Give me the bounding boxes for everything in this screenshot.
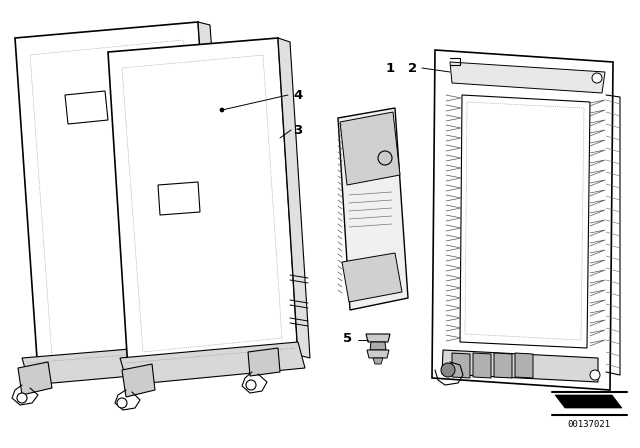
Circle shape [441, 363, 455, 377]
Polygon shape [450, 62, 605, 93]
Polygon shape [494, 353, 512, 378]
Circle shape [117, 398, 127, 408]
Circle shape [378, 151, 392, 165]
Polygon shape [108, 38, 298, 370]
Polygon shape [158, 182, 200, 215]
Polygon shape [18, 362, 52, 395]
Polygon shape [248, 348, 280, 376]
Polygon shape [515, 353, 533, 378]
Circle shape [592, 73, 602, 83]
Circle shape [246, 380, 256, 390]
Polygon shape [342, 253, 402, 302]
Polygon shape [460, 95, 590, 348]
Circle shape [590, 370, 600, 380]
Polygon shape [442, 350, 598, 382]
Polygon shape [367, 350, 389, 358]
Polygon shape [22, 342, 222, 385]
Polygon shape [373, 358, 383, 364]
Text: 4: 4 [293, 89, 303, 102]
Text: 5: 5 [344, 332, 353, 345]
Circle shape [17, 393, 27, 403]
Polygon shape [65, 91, 108, 124]
Text: 3: 3 [293, 124, 303, 137]
Polygon shape [338, 108, 408, 310]
Polygon shape [366, 334, 390, 342]
Polygon shape [555, 395, 622, 408]
Polygon shape [370, 342, 386, 350]
Text: 00137021: 00137021 [568, 419, 611, 428]
Polygon shape [198, 22, 233, 358]
Polygon shape [15, 22, 222, 373]
Polygon shape [473, 353, 491, 378]
Circle shape [220, 108, 224, 112]
Polygon shape [278, 38, 310, 358]
Polygon shape [122, 364, 155, 397]
Polygon shape [432, 50, 613, 390]
Polygon shape [120, 342, 305, 385]
Text: 1: 1 [385, 61, 395, 74]
Text: 2: 2 [408, 61, 417, 74]
Polygon shape [340, 112, 400, 185]
Polygon shape [452, 353, 470, 378]
